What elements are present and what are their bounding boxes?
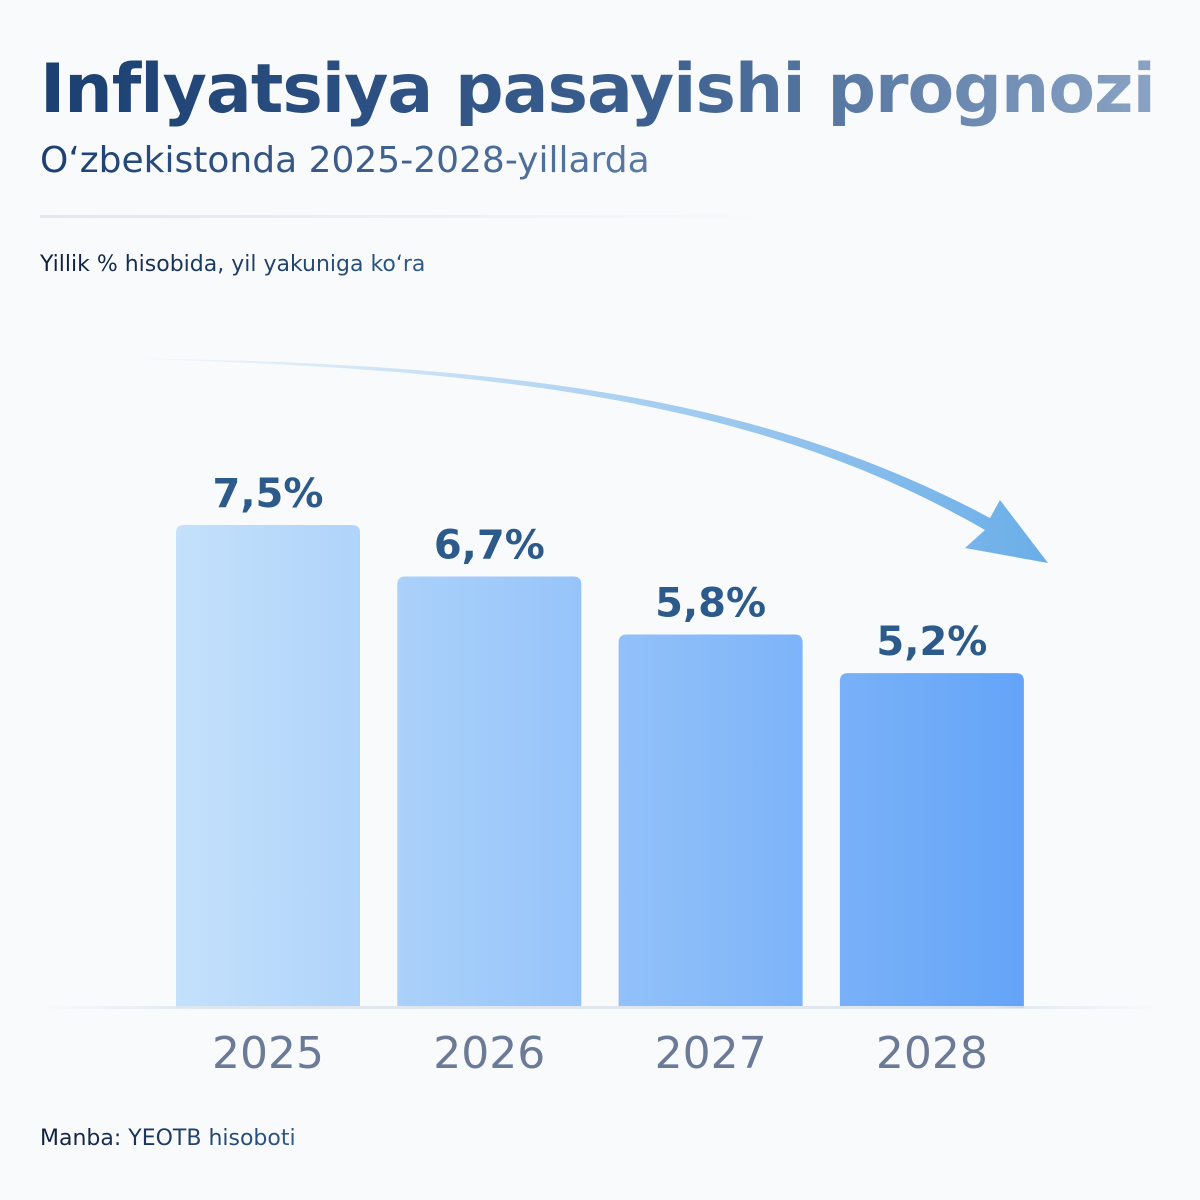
source-note: Manba: YEOTB hisoboti xyxy=(40,1126,296,1151)
divider xyxy=(40,215,780,218)
value-label: 5,8% xyxy=(655,580,766,626)
x-tick-label: 2027 xyxy=(655,1028,767,1079)
bar-2026 xyxy=(397,576,582,1008)
unit-note: Yillik % hisobida, yil yakuniga ko‘ra xyxy=(40,252,426,277)
value-label: 6,7% xyxy=(434,523,545,569)
chart-subtitle: O‘zbekistonda 2025-2028-yillarda xyxy=(40,140,650,181)
value-label: 5,2% xyxy=(876,619,987,665)
bar-2025 xyxy=(176,525,360,1008)
baseline xyxy=(40,1006,1160,1009)
x-tick-label: 2026 xyxy=(433,1028,545,1079)
bar-2027 xyxy=(618,634,803,1008)
value-label: 7,5% xyxy=(213,471,324,517)
chart-title: Inflyatsiya pasayishi prognozi xyxy=(40,50,1156,129)
x-tick-label: 2025 xyxy=(212,1028,324,1079)
bar-2028 xyxy=(839,673,1024,1008)
x-tick-label: 2028 xyxy=(876,1028,988,1079)
trend-arrow xyxy=(110,358,1048,563)
